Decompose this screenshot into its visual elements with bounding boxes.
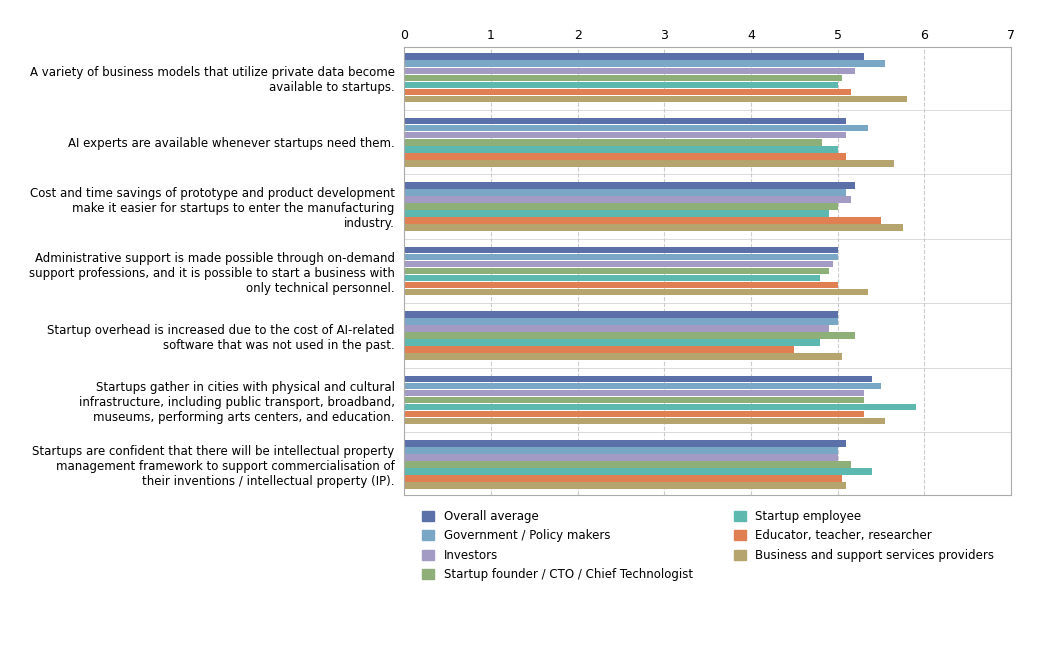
Bar xyxy=(404,353,842,360)
Bar xyxy=(404,60,886,67)
Bar xyxy=(404,268,830,274)
Bar xyxy=(404,203,838,210)
Bar xyxy=(404,454,838,461)
Bar xyxy=(404,275,820,282)
Bar xyxy=(404,282,838,288)
Bar xyxy=(404,476,842,482)
Bar xyxy=(404,468,872,475)
Bar xyxy=(404,183,856,189)
Legend: Overall average, Government / Policy makers, Investors, Startup founder / CTO / : Overall average, Government / Policy mak… xyxy=(422,510,994,581)
Bar xyxy=(404,289,868,296)
Bar xyxy=(404,211,830,217)
Bar xyxy=(404,318,838,325)
Bar xyxy=(404,311,838,318)
Bar xyxy=(404,404,916,410)
Bar xyxy=(404,139,822,145)
Bar xyxy=(404,261,834,268)
Bar xyxy=(404,462,850,468)
Bar xyxy=(404,82,838,88)
Bar xyxy=(404,325,830,332)
Bar xyxy=(404,448,838,454)
Bar xyxy=(404,153,846,159)
Bar xyxy=(404,482,846,489)
Bar xyxy=(404,225,903,231)
Bar xyxy=(404,418,886,424)
Bar xyxy=(404,217,881,224)
Bar xyxy=(404,347,794,353)
Bar xyxy=(404,390,864,397)
Bar xyxy=(404,118,846,124)
Bar xyxy=(404,96,907,102)
Bar xyxy=(404,254,838,260)
Bar xyxy=(404,247,838,254)
Bar xyxy=(404,397,864,403)
Bar xyxy=(404,88,850,95)
Bar xyxy=(404,383,881,389)
Bar xyxy=(404,440,846,447)
Bar xyxy=(404,189,846,196)
Bar xyxy=(404,339,820,346)
Bar xyxy=(404,74,842,81)
Bar xyxy=(404,160,894,167)
Bar xyxy=(404,332,856,339)
Bar xyxy=(404,197,850,203)
Bar xyxy=(404,54,864,60)
Bar xyxy=(404,125,868,132)
Bar xyxy=(404,132,846,138)
Bar xyxy=(404,376,872,383)
Bar xyxy=(404,68,856,74)
Bar xyxy=(404,411,864,417)
Bar xyxy=(404,146,838,153)
